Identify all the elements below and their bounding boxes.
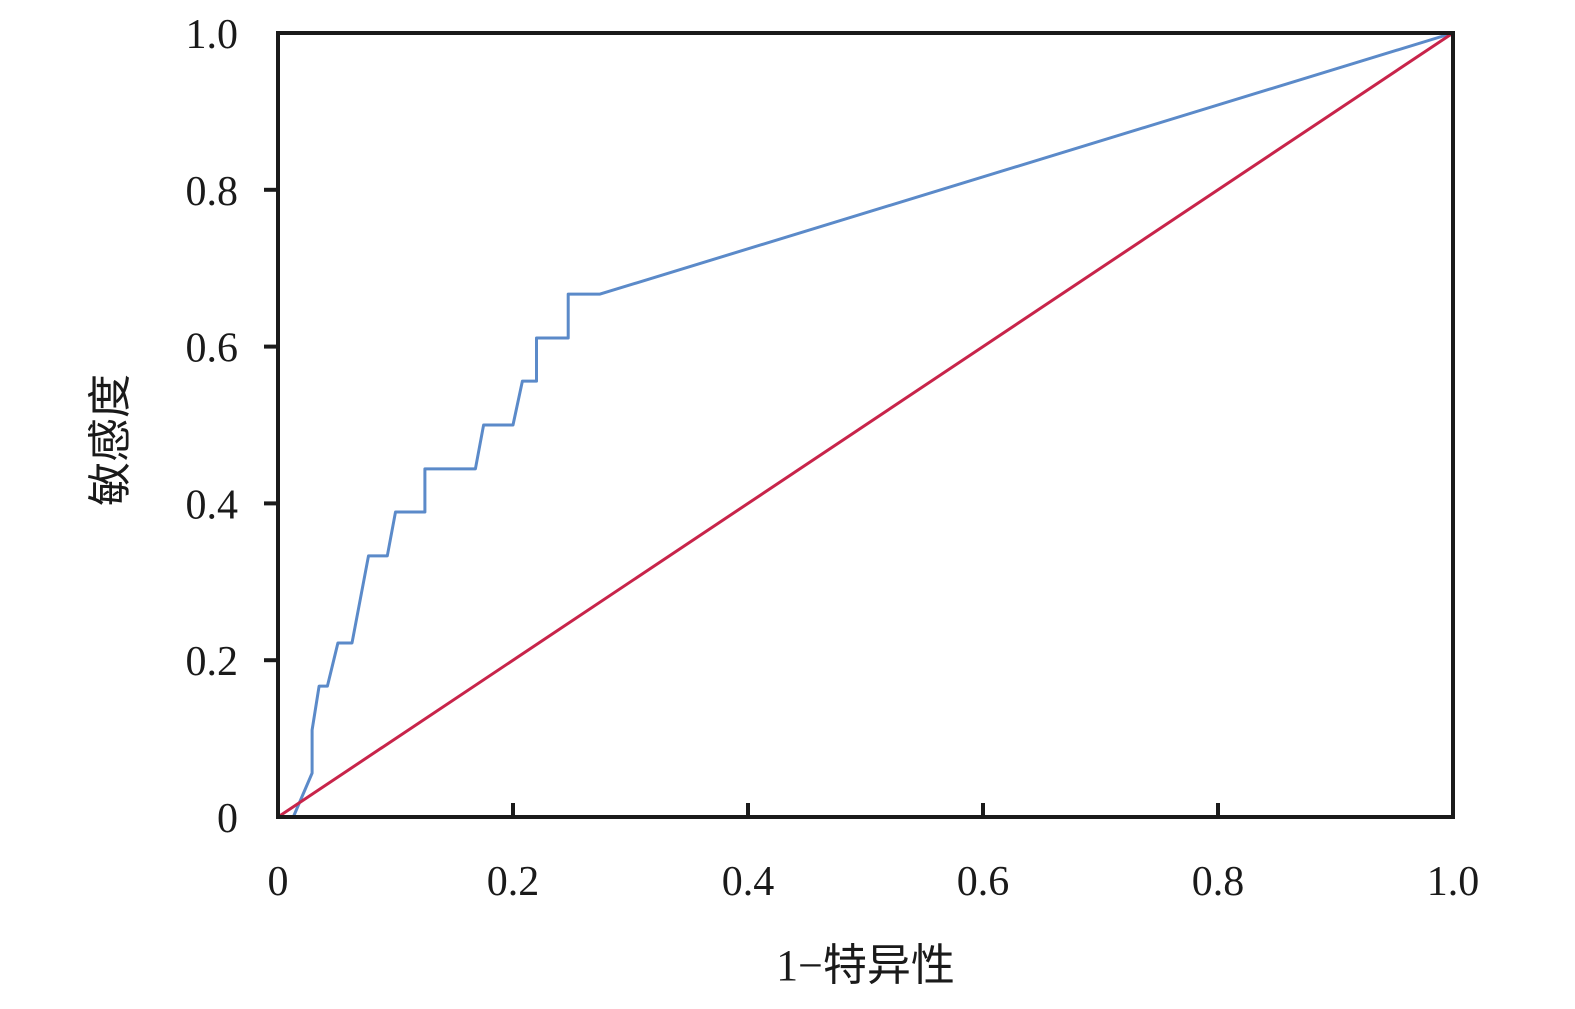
y-tick-label: 0 bbox=[217, 796, 238, 842]
x-tick-label: 0.4 bbox=[722, 859, 775, 905]
tick-labels-layer: 0 0.2 0.4 0.6 0.8 1.0 0 0.2 0.4 0.6 0.8 1.0 bbox=[186, 12, 1480, 905]
x-axis-title: 1−特异性 bbox=[776, 941, 955, 990]
reference-diagonal-line bbox=[277, 31, 1454, 819]
y-tick-label: 0.4 bbox=[186, 482, 239, 528]
y-axis-title: 敏感度 bbox=[86, 374, 135, 506]
y-tick-label: 0.6 bbox=[186, 326, 239, 372]
series-layer bbox=[277, 31, 1454, 819]
plot-frame bbox=[276, 31, 1455, 819]
x-tick-label: 0 bbox=[268, 859, 289, 905]
roc-curve-line bbox=[278, 31, 1454, 819]
y-tick-label: 0.2 bbox=[186, 639, 239, 685]
y-tick-label: 1.0 bbox=[186, 12, 239, 58]
x-tick-label: 0.8 bbox=[1192, 859, 1245, 905]
ticks-layer bbox=[264, 187, 1220, 817]
x-tick-label: 0.6 bbox=[957, 859, 1010, 905]
y-tick-label: 0.8 bbox=[186, 169, 239, 215]
x-tick-label: 1.0 bbox=[1427, 859, 1480, 905]
x-tick-label: 0.2 bbox=[487, 859, 540, 905]
